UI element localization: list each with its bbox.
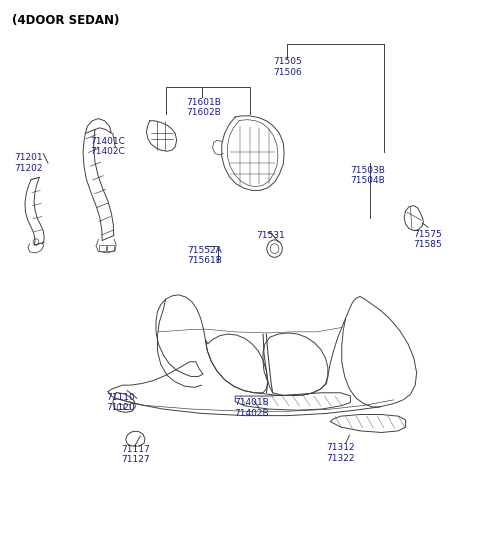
Bar (117, 404, 123, 409)
Bar (124, 404, 130, 409)
Text: 71312
71322: 71312 71322 (326, 443, 355, 463)
Text: 71601B
71602B: 71601B 71602B (186, 98, 221, 118)
Text: 71117
71127: 71117 71127 (121, 445, 150, 465)
Text: 71575
71585: 71575 71585 (413, 230, 442, 249)
Text: 71401B
71402B: 71401B 71402B (234, 398, 268, 418)
Text: 71110
71120: 71110 71120 (107, 393, 135, 412)
Text: 71201
71202: 71201 71202 (14, 153, 43, 173)
Text: 71503B
71504B: 71503B 71504B (350, 166, 385, 186)
Text: (4DOOR SEDAN): (4DOOR SEDAN) (12, 14, 120, 27)
Text: 71531: 71531 (256, 231, 285, 240)
Text: 71552A
71561B: 71552A 71561B (187, 246, 222, 265)
Text: 71401C
71402C: 71401C 71402C (90, 137, 125, 157)
Bar (99, 245, 106, 251)
Bar (107, 245, 114, 251)
Text: 71505
71506: 71505 71506 (274, 57, 302, 77)
